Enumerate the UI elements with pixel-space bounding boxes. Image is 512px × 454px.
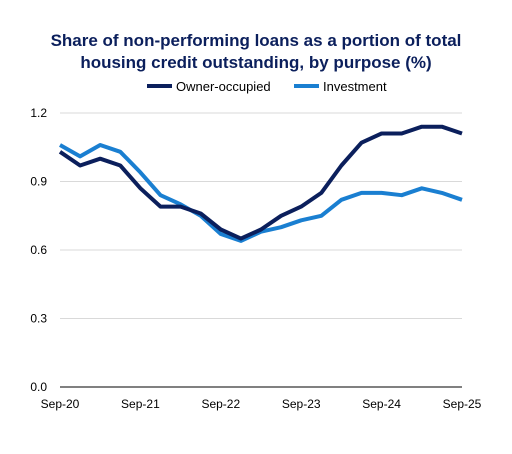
x-axis-tick-labels: Sep-20 Sep-21 Sep-22 Sep-23 Sep-24 Sep-25 bbox=[41, 397, 482, 411]
x-tick-label: Sep-24 bbox=[362, 397, 401, 411]
series-line-investment bbox=[59, 143, 463, 243]
y-tick-label: 0.6 bbox=[30, 243, 47, 257]
legend: Owner-occupied Investment bbox=[147, 79, 387, 94]
series-lines bbox=[58, 124, 463, 243]
x-tick-label: Sep-21 bbox=[121, 397, 160, 411]
y-tick-label: 0.3 bbox=[30, 312, 47, 326]
legend-label-owner-occupied: Owner-occupied bbox=[176, 79, 271, 94]
series-line-owner-occupied bbox=[58, 124, 463, 241]
chart-title-line-2: housing credit outstanding, by purpose (… bbox=[80, 53, 431, 72]
x-tick-label: Sep-25 bbox=[443, 397, 482, 411]
y-axis-tick-labels: 0.0 0.3 0.6 0.9 1.2 bbox=[30, 106, 47, 394]
y-tick-label: 0.9 bbox=[30, 175, 47, 189]
gridlines bbox=[60, 112, 462, 319]
x-tick-label: Sep-20 bbox=[41, 397, 80, 411]
x-tick-label: Sep-22 bbox=[201, 397, 240, 411]
legend-label-investment: Investment bbox=[323, 79, 387, 94]
y-tick-label: 0.0 bbox=[30, 380, 47, 394]
x-tick-label: Sep-23 bbox=[282, 397, 321, 411]
chart-title-line-1: Share of non-performing loans as a porti… bbox=[51, 31, 462, 50]
y-tick-label: 1.2 bbox=[30, 106, 47, 120]
